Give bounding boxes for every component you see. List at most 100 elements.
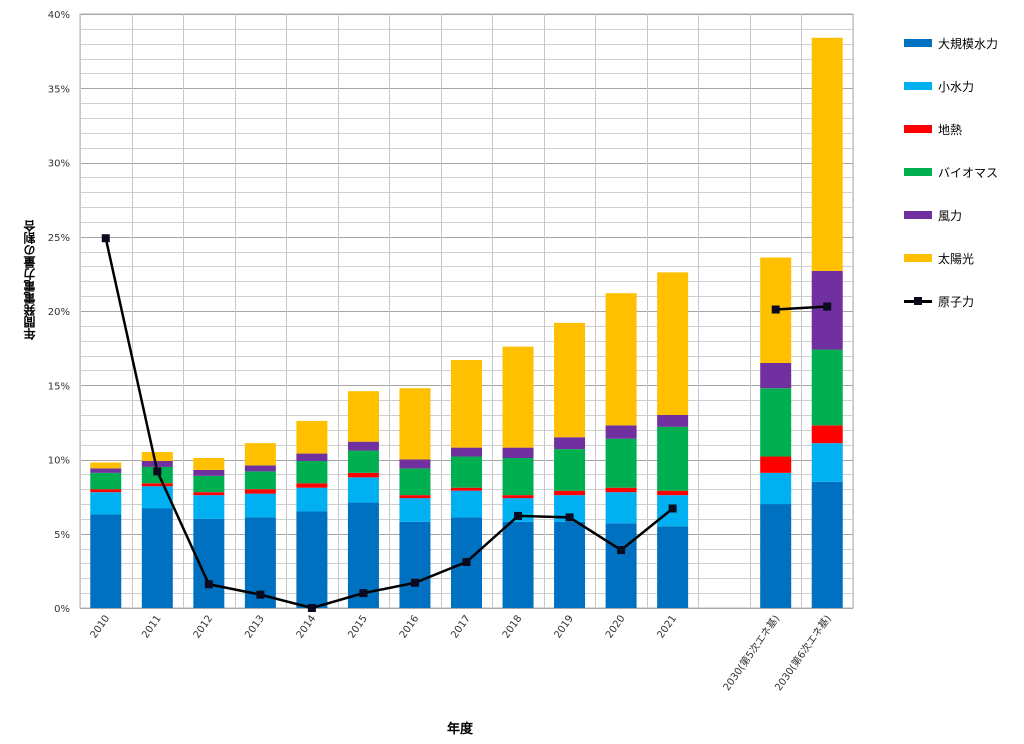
x-tick-label: 2011 bbox=[140, 613, 164, 640]
bar-segment bbox=[605, 523, 637, 608]
bar-segment bbox=[554, 449, 586, 491]
bar-segment bbox=[244, 465, 276, 472]
line-point bbox=[101, 234, 110, 243]
x-axis-label: 年度 bbox=[446, 722, 473, 737]
bar-segment bbox=[554, 437, 586, 450]
legend-item: 風力 bbox=[904, 202, 1019, 245]
bar-segment bbox=[502, 458, 534, 496]
bar-segment bbox=[296, 511, 328, 608]
legend-item: 地熱 bbox=[904, 116, 1019, 159]
y-tick-label: 10% bbox=[48, 456, 70, 467]
y-axis-ticks: 0% 5% 10% 15% 20% 25% 30% 35% 40% bbox=[48, 10, 70, 615]
x-tick-label: 2016 bbox=[398, 613, 422, 640]
x-axis-ticks: 2010 2011 2012 2013 2014 2015 2016 2017 2018 2019… bbox=[89, 612, 834, 693]
bar-segment bbox=[193, 458, 225, 470]
bar-segment bbox=[193, 475, 225, 493]
bar-segment bbox=[399, 459, 431, 469]
x-tick-label: 2010 bbox=[89, 613, 113, 640]
y-tick-label: 25% bbox=[48, 233, 70, 244]
bars bbox=[90, 37, 843, 608]
bar-segment bbox=[760, 456, 792, 473]
bar-segment bbox=[90, 462, 122, 469]
bar-segment bbox=[193, 492, 225, 496]
bar-segment bbox=[347, 441, 379, 451]
line-point bbox=[410, 578, 419, 587]
bar-segment bbox=[451, 487, 482, 491]
bar-segment bbox=[244, 489, 276, 494]
bar-segment bbox=[451, 456, 482, 488]
legend-label: 太陽光 bbox=[938, 252, 975, 266]
legend-label: バイオマス bbox=[938, 166, 999, 180]
y-tick-label: 15% bbox=[48, 381, 70, 392]
legend-item-line: 原子力 bbox=[904, 288, 1019, 331]
line-point bbox=[823, 302, 832, 311]
line-point bbox=[565, 513, 574, 522]
bar-segment bbox=[760, 504, 792, 608]
bar-segment bbox=[141, 452, 173, 461]
legend-swatch bbox=[904, 39, 932, 47]
bar-segment bbox=[193, 495, 225, 519]
bar-segment bbox=[296, 420, 328, 454]
y-tick-label: 35% bbox=[48, 84, 70, 95]
line-path bbox=[104, 237, 674, 610]
legend-label: 小水力 bbox=[938, 80, 975, 94]
bar-segment bbox=[296, 487, 328, 512]
bar-segment bbox=[451, 490, 482, 518]
y-tick-label: 20% bbox=[48, 307, 70, 318]
legend-item: 大規模水力 bbox=[904, 30, 1019, 73]
bar-segment bbox=[347, 450, 379, 473]
bar-segment bbox=[657, 272, 689, 415]
bar-segment bbox=[502, 346, 534, 448]
y-tick-label: 30% bbox=[48, 159, 70, 170]
bar-segment bbox=[657, 526, 689, 608]
bar-segment bbox=[451, 447, 482, 457]
bar-segment bbox=[605, 492, 637, 524]
y-tick-label: 5% bbox=[54, 530, 70, 541]
bar-segment bbox=[451, 360, 482, 448]
bar-segment bbox=[760, 388, 792, 457]
legend-swatch bbox=[904, 168, 932, 176]
bar-segment bbox=[244, 443, 276, 466]
legend-label: 風力 bbox=[938, 209, 963, 223]
line-path bbox=[775, 305, 828, 311]
bar-segment bbox=[811, 481, 843, 608]
bar-segment bbox=[811, 443, 843, 482]
x-tick-label: 2017 bbox=[449, 613, 473, 640]
bar-segment bbox=[244, 493, 276, 518]
bar-segment bbox=[554, 490, 586, 496]
line-point bbox=[668, 504, 677, 513]
x-tick-label: 2012 bbox=[192, 613, 216, 640]
bar-segment bbox=[502, 447, 534, 459]
bar-segment bbox=[657, 426, 689, 491]
bar-segment bbox=[760, 472, 792, 505]
x-tick-label: 2014 bbox=[295, 613, 319, 640]
line-point bbox=[153, 467, 162, 476]
bar-segment bbox=[347, 477, 379, 503]
bar-segment bbox=[193, 469, 225, 476]
bar-segment bbox=[90, 468, 122, 473]
bar-segment bbox=[605, 487, 637, 493]
bar-segment bbox=[347, 472, 379, 478]
legend-label: 地熱 bbox=[938, 123, 963, 137]
bar-segment bbox=[141, 460, 173, 467]
legend-item: 小水力 bbox=[904, 73, 1019, 116]
bar-segment bbox=[141, 483, 173, 487]
bar-segment bbox=[399, 468, 431, 496]
line-point bbox=[204, 580, 213, 589]
legend-marker bbox=[914, 297, 922, 305]
x-tick-label: 2019 bbox=[552, 613, 576, 640]
x-tick-label: 2018 bbox=[501, 613, 525, 640]
bar-segment bbox=[657, 490, 689, 496]
line-point bbox=[514, 511, 523, 520]
bar-segment bbox=[502, 495, 534, 499]
line-point bbox=[771, 305, 780, 314]
line-point bbox=[307, 604, 316, 612]
bar-segment bbox=[605, 425, 637, 439]
legend: 大規模水力 小水力 地熱 バイオマス 風力 太陽光 原子力 bbox=[904, 30, 1019, 331]
x-tick-label: 2030(第5次エネ基) bbox=[720, 612, 782, 693]
bar-segment bbox=[90, 489, 122, 493]
legend-label: 原子力 bbox=[938, 295, 975, 309]
x-tick-label: 2020 bbox=[604, 613, 628, 640]
bar-segment bbox=[296, 460, 328, 484]
bar-segment bbox=[605, 293, 637, 426]
